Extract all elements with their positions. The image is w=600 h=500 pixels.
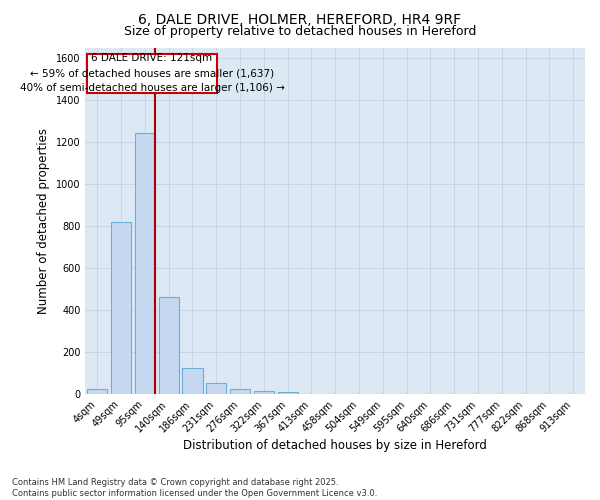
Text: Contains HM Land Registry data © Crown copyright and database right 2025.
Contai: Contains HM Land Registry data © Crown c…: [12, 478, 377, 498]
Bar: [254, 391, 274, 394]
FancyBboxPatch shape: [86, 54, 217, 92]
X-axis label: Distribution of detached houses by size in Hereford: Distribution of detached houses by size …: [183, 440, 487, 452]
Bar: [206, 382, 226, 394]
Bar: [87, 390, 107, 394]
Text: Size of property relative to detached houses in Hereford: Size of property relative to detached ho…: [124, 25, 476, 38]
Text: 6 DALE DRIVE: 121sqm
← 59% of detached houses are smaller (1,637)
40% of semi-de: 6 DALE DRIVE: 121sqm ← 59% of detached h…: [20, 54, 284, 93]
Bar: [278, 392, 298, 394]
Bar: [158, 298, 179, 394]
Y-axis label: Number of detached properties: Number of detached properties: [37, 128, 50, 314]
Text: 6, DALE DRIVE, HOLMER, HEREFORD, HR4 9RF: 6, DALE DRIVE, HOLMER, HEREFORD, HR4 9RF: [139, 12, 461, 26]
Bar: [111, 222, 131, 394]
Bar: [135, 132, 155, 394]
Bar: [182, 368, 203, 394]
Bar: [230, 389, 250, 394]
